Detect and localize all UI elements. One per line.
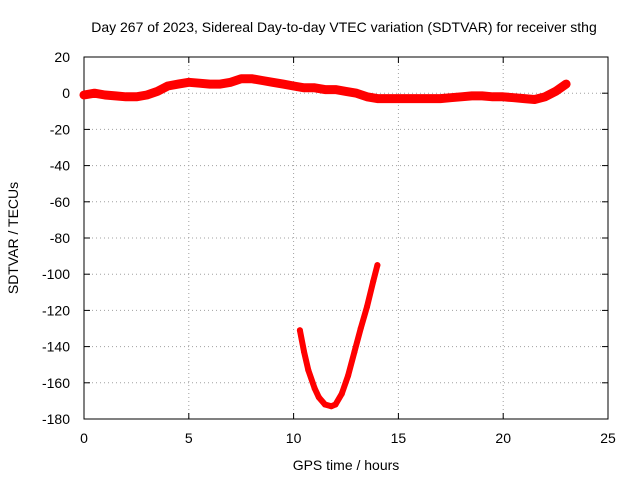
data-point (351, 349, 358, 355)
data-point (374, 262, 381, 269)
data-point (279, 80, 288, 89)
data-point (332, 401, 339, 408)
y-tick-label: -180 (42, 411, 70, 427)
x-tick-label: 10 (286, 430, 302, 446)
data-point (142, 91, 151, 99)
x-tick-label: 15 (391, 430, 407, 446)
data-point (296, 327, 303, 334)
data-point (551, 87, 560, 96)
data-point (530, 95, 539, 104)
data-point (562, 80, 571, 89)
data-point (357, 325, 364, 332)
data-point (322, 401, 328, 408)
data-point (195, 79, 204, 88)
x-tick-label: 5 (185, 430, 193, 446)
data-point (121, 92, 130, 101)
x-tick-label: 0 (80, 430, 88, 446)
data-point (338, 390, 345, 397)
grid-lines (84, 57, 608, 419)
y-tick-label: 20 (54, 49, 70, 65)
data-point (315, 394, 322, 401)
data-point (342, 87, 350, 96)
y-tick-label: -60 (50, 194, 70, 210)
data-point (90, 89, 99, 98)
x-tick-label: 20 (495, 430, 511, 446)
data-point (321, 85, 329, 94)
x-axis-label: GPS time / hours (293, 457, 400, 473)
y-tick-label: -120 (42, 302, 70, 318)
data-point (300, 83, 309, 92)
data-point (132, 92, 141, 101)
y-tick-label: 0 (62, 85, 70, 101)
data-point (373, 94, 382, 103)
data-point (383, 94, 392, 103)
data-point (311, 385, 318, 392)
data-point (258, 76, 267, 85)
data-point (216, 80, 225, 89)
data-point (153, 87, 162, 96)
data-point (237, 74, 246, 83)
y-tick-label: -140 (42, 339, 70, 355)
y-tick-label: -100 (42, 266, 70, 282)
data-point (268, 78, 277, 87)
axis-ticks: 0 5 10 15 20 25 20 0 -20 -40 -60 -80 -100 -120 -140 -16… (42, 49, 616, 446)
x-tick-label: 25 (600, 430, 616, 446)
data-point (226, 78, 235, 87)
data-point (520, 94, 529, 103)
chart-title: Day 267 of 2023, Sidereal Day-to-day VTE… (91, 19, 597, 35)
data-point (509, 93, 518, 102)
data-point (394, 94, 403, 103)
plot-frame (83, 56, 609, 420)
data-point (415, 94, 424, 103)
y-tick-label: -160 (42, 375, 70, 391)
y-tick-label: -20 (50, 121, 70, 137)
data-point (457, 92, 466, 101)
data-point (370, 278, 377, 285)
data-point (404, 94, 413, 103)
y-tick-label: -80 (50, 230, 70, 246)
data-point (310, 83, 319, 92)
data-point (345, 372, 352, 379)
data-point (80, 91, 88, 99)
data-point (331, 85, 340, 94)
data-point (289, 82, 298, 90)
data-point (436, 94, 445, 103)
series-line-dip (296, 262, 381, 410)
data-point (247, 74, 256, 83)
data-point (352, 89, 361, 98)
data-point (184, 78, 193, 87)
data-point (425, 94, 434, 103)
data-point (488, 92, 497, 101)
data-point (467, 91, 476, 100)
data-point (101, 91, 109, 99)
data-point (301, 349, 308, 355)
y-tick-label: -40 (50, 158, 70, 174)
y-axis-label: SDTVAR / TECUs (5, 182, 21, 294)
series-layer (79, 74, 571, 410)
data-point (163, 82, 172, 90)
data-point (478, 91, 487, 100)
data-point (174, 80, 183, 89)
data-point (499, 92, 508, 101)
data-point (205, 80, 214, 89)
data-point (111, 91, 120, 100)
data-point (305, 367, 312, 374)
data-point (364, 303, 370, 310)
data-point (363, 92, 371, 101)
data-point (541, 92, 550, 101)
data-point (446, 93, 455, 102)
